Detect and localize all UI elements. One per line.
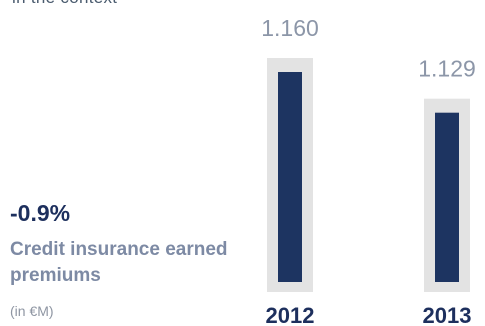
change-percentage: -0.9% bbox=[10, 200, 71, 226]
bar-2012 bbox=[278, 72, 302, 282]
value-label-2012: 1.160 bbox=[261, 15, 319, 41]
value-label-2013: 1.129 bbox=[418, 56, 476, 82]
metric-title: Credit insurance earned premiums bbox=[10, 239, 228, 286]
bar-2013 bbox=[435, 112, 459, 282]
category-label-2012: 2012 bbox=[266, 303, 315, 326]
header-fragment: in the context bbox=[12, 0, 117, 8]
category-label-2013: 2013 bbox=[423, 303, 472, 326]
unit-label: (in €M) bbox=[10, 303, 54, 319]
